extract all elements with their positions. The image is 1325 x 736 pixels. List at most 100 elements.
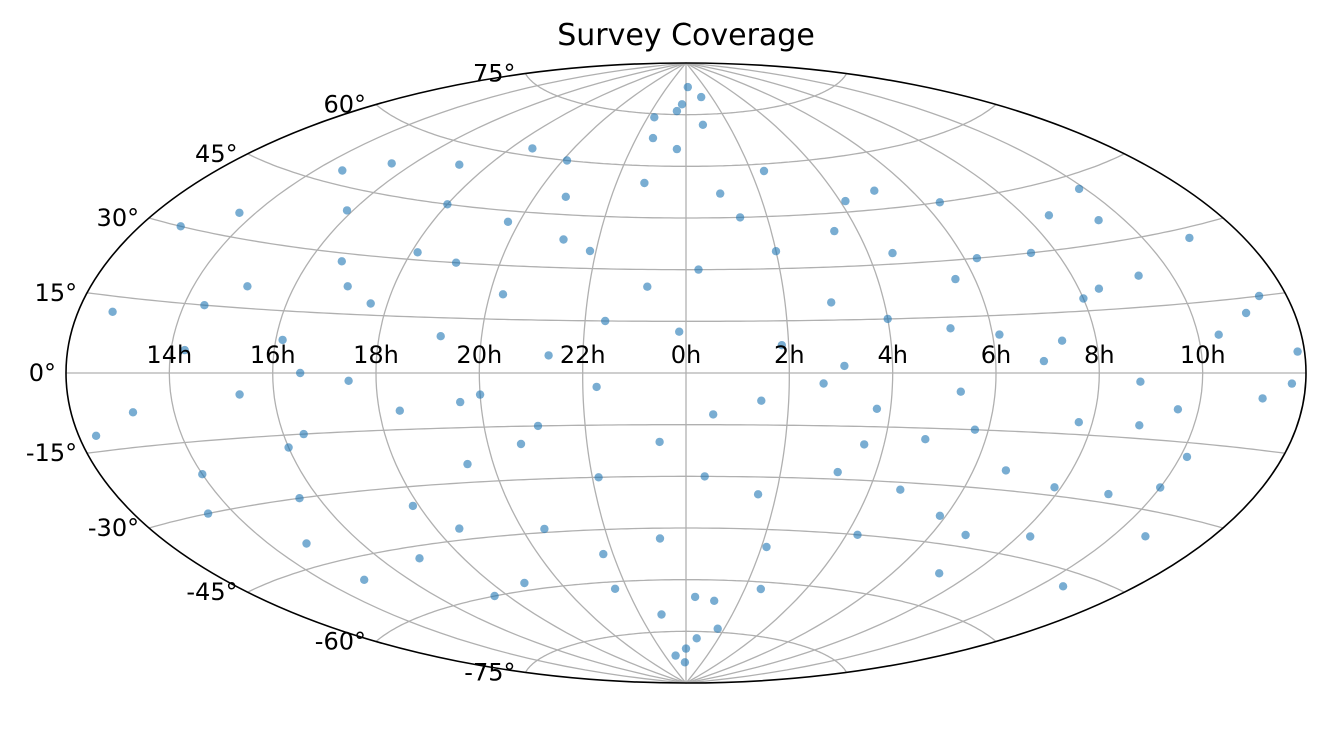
grid-meridian: [685, 62, 1100, 684]
data-point: [853, 530, 862, 539]
data-point: [503, 217, 513, 226]
data-point: [278, 335, 287, 345]
ra-tick-label: 22h: [560, 341, 606, 369]
dec-tick-label: 15°: [35, 279, 78, 307]
data-point: [709, 410, 718, 419]
data-point: [176, 222, 185, 231]
dec-tick-label: 0°: [29, 359, 56, 387]
data-point: [585, 246, 595, 256]
data-point: [302, 539, 311, 548]
data-point: [1135, 421, 1144, 430]
data-point: [562, 156, 572, 165]
points-layer: [91, 82, 1302, 667]
data-point: [710, 596, 719, 605]
data-point: [455, 160, 464, 169]
data-point: [681, 644, 691, 653]
dec-tick-label: 45°: [195, 140, 238, 168]
data-point: [946, 324, 955, 333]
data-point: [935, 569, 944, 578]
data-point: [683, 82, 692, 92]
data-point: [443, 200, 452, 209]
data-point: [680, 658, 690, 667]
data-point: [1074, 418, 1084, 427]
data-point: [475, 390, 485, 399]
data-point: [235, 208, 244, 217]
data-point: [343, 282, 352, 291]
data-point: [762, 542, 771, 552]
data-point: [1074, 184, 1084, 194]
data-point: [1058, 582, 1068, 591]
data-point: [203, 509, 213, 518]
data-point: [344, 376, 353, 385]
data-point: [592, 382, 601, 392]
data-point: [1001, 466, 1011, 475]
data-point: [819, 379, 828, 388]
data-point: [700, 472, 709, 481]
data-point: [690, 592, 700, 602]
data-point: [888, 248, 897, 258]
data-point: [1094, 216, 1103, 225]
data-point: [1214, 330, 1223, 339]
data-point: [1293, 347, 1302, 356]
ra-tick-label: 4h: [877, 341, 907, 369]
data-point: [961, 530, 970, 540]
data-point: [594, 473, 603, 482]
data-point: [860, 440, 869, 449]
data-point: [1026, 532, 1035, 541]
data-point: [601, 316, 610, 326]
data-point: [1026, 248, 1036, 258]
ra-tick-label: 0h: [671, 341, 701, 369]
data-point: [395, 406, 404, 415]
dec-tick-label: 30°: [97, 204, 140, 232]
data-point: [91, 431, 101, 440]
dec-tick-label: -75°: [464, 658, 515, 686]
data-point: [951, 274, 960, 284]
data-point: [1039, 356, 1049, 366]
data-point: [771, 247, 781, 256]
data-point: [408, 501, 418, 511]
data-point: [180, 345, 189, 355]
data-point: [299, 429, 308, 439]
data-point: [833, 467, 842, 477]
data-point: [599, 549, 608, 559]
data-point: [697, 92, 706, 102]
data-point: [756, 584, 765, 594]
data-point: [413, 248, 422, 257]
data-point: [713, 624, 722, 633]
ra-tick-label: 10h: [1180, 341, 1226, 369]
data-point: [463, 459, 472, 469]
data-point: [561, 192, 570, 201]
grid-meridian: [272, 62, 687, 684]
data-point: [677, 100, 687, 109]
data-point: [533, 421, 543, 431]
grid-meridian: [685, 62, 1204, 684]
grid-meridian: [685, 62, 790, 684]
data-point: [716, 189, 725, 198]
data-point: [455, 524, 464, 533]
data-point: [827, 298, 836, 307]
data-point: [1136, 377, 1145, 386]
plot-frame: [65, 62, 1307, 684]
data-point: [415, 554, 424, 563]
data-point: [657, 610, 666, 619]
dec-tick-label: -30°: [88, 514, 139, 542]
data-point: [490, 591, 499, 601]
data-point: [1182, 452, 1192, 462]
ra-tick-label: 8h: [1084, 341, 1114, 369]
data-point: [870, 186, 879, 195]
data-point: [235, 390, 244, 399]
data-point: [640, 178, 649, 188]
data-point: [643, 282, 652, 291]
data-point: [366, 299, 375, 308]
ra-tick-label: 16h: [250, 341, 296, 369]
data-point: [1050, 483, 1059, 492]
data-point: [540, 524, 549, 534]
data-point: [1057, 336, 1067, 345]
data-point: [757, 396, 766, 405]
ra-tick-label: 2h: [774, 341, 804, 369]
data-point: [675, 327, 684, 336]
data-point: [128, 408, 138, 417]
data-point: [655, 534, 665, 543]
